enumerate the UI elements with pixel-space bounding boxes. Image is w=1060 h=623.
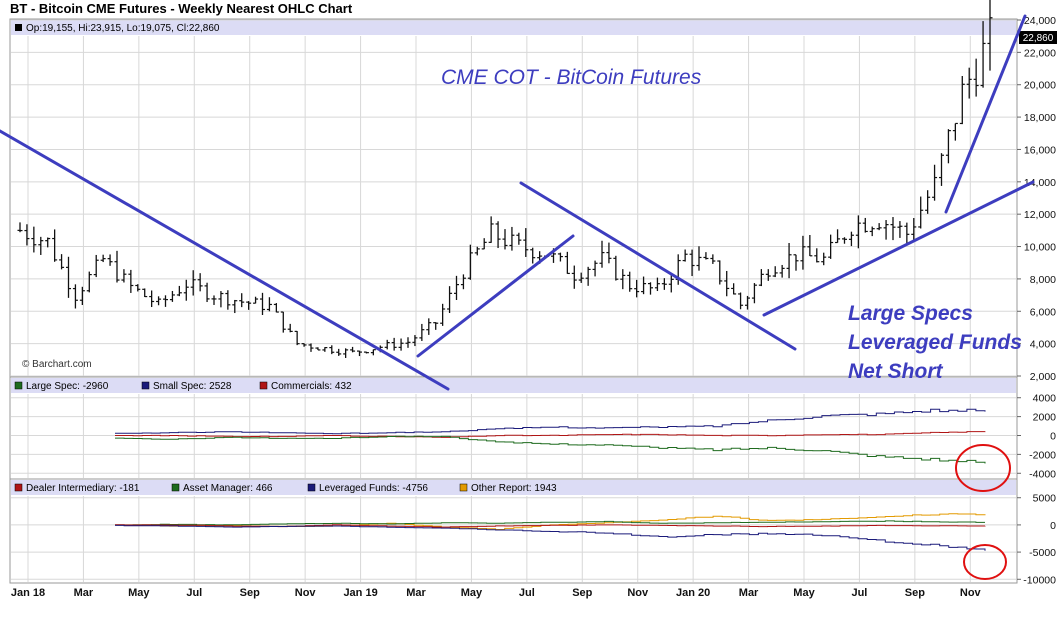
- x-tick-label: Jul: [186, 587, 202, 599]
- tff-panel-frame: [9, 478, 1018, 584]
- cot-tick-label: 0: [1050, 431, 1056, 443]
- price-tick-label: 6,000: [1030, 306, 1056, 318]
- x-tick-label: May: [128, 587, 150, 599]
- dealer-legend: Dealer Intermediary: -181: [26, 483, 140, 494]
- x-tick-label: Mar: [406, 587, 426, 599]
- dealer-swatch: [14, 483, 23, 492]
- price-tick-label: 10,000: [1024, 242, 1056, 254]
- trendline-downtrend-2018: [0, 129, 450, 391]
- tff-legend-bar: [11, 480, 1016, 495]
- price-panel-frame: [9, 18, 1018, 378]
- commercials-line: [115, 431, 986, 438]
- x-tick-label: Mar: [739, 587, 759, 599]
- price-tick-label: 20,000: [1024, 80, 1056, 92]
- tff-tick-label: -5000: [1029, 547, 1056, 559]
- price-legend-bar: [11, 20, 1016, 35]
- price-tick-label: 2,000: [1030, 371, 1056, 383]
- cot-tick-label: 2000: [1033, 412, 1057, 424]
- x-tick-label: Sep: [572, 587, 592, 599]
- leveraged-legend: Leveraged Funds: -4756: [319, 483, 428, 494]
- leveraged-funds-line: [115, 524, 986, 551]
- trendline-uptrend-2020: [762, 180, 1035, 317]
- small-spec-legend: Small Spec: 2528: [153, 381, 232, 392]
- price-tick-label: 16,000: [1024, 144, 1056, 156]
- trendline-uptrend-2019: [416, 234, 575, 358]
- price-y-axis: 24,000 22,000 20,000 18,000 16,000 14,000 12,0…: [1017, 15, 1056, 383]
- last-price-label: 22,860: [1023, 33, 1054, 44]
- price-tick-label: 24,000: [1024, 15, 1056, 27]
- price-tick-label: 18,000: [1024, 112, 1056, 124]
- commercials-swatch: [259, 381, 268, 390]
- price-tick-label: 12,000: [1024, 209, 1056, 221]
- x-tick-label: May: [461, 587, 483, 599]
- other-report-swatch: [459, 483, 468, 492]
- x-tick-label: Jul: [851, 587, 867, 599]
- cot-tick-label: 4000: [1033, 393, 1057, 405]
- ohlc-bars: [17, 0, 993, 358]
- highlight-circle-large-spec: [955, 444, 1011, 492]
- large-spec-line: [115, 435, 986, 464]
- x-tick-label: Jan 20: [676, 587, 710, 599]
- watermark: © Barchart.com: [22, 359, 92, 370]
- x-tick-label: Jul: [519, 587, 535, 599]
- tff-y-axis: 5000 0 -5000 -10000: [1017, 493, 1057, 586]
- cot-tick-label: -4000: [1029, 468, 1056, 480]
- asset-manager-legend: Asset Manager: 466: [183, 483, 273, 494]
- asset-manager-line: [115, 520, 985, 526]
- x-tick-label: Jan 18: [11, 587, 45, 599]
- x-tick-label: May: [793, 587, 815, 599]
- annotation-line-2: Leveraged Funds: [848, 331, 1022, 354]
- large-spec-swatch: [14, 381, 23, 390]
- price-legend: Op:19,155, Hi:23,915, Lo:19,075, Cl:22,8…: [15, 23, 220, 34]
- x-tick-label: Sep: [240, 587, 260, 599]
- x-tick-label: Nov: [295, 587, 317, 599]
- last-price-badge: [1019, 31, 1057, 44]
- x-axis: Jan 18 Mar May Jul Sep Nov Jan 19 Mar May Jul Sep N…: [11, 587, 982, 599]
- price-tick-label: 4,000: [1030, 339, 1056, 351]
- trendline-downtrend-2019: [519, 181, 797, 351]
- price-ohlc-legend: Op:19,155, Hi:23,915, Lo:19,075, Cl:22,8…: [26, 23, 220, 34]
- cot-legend: Large Spec: -2960 Small Spec: 2528 Comme…: [14, 381, 352, 392]
- leveraged-swatch: [307, 483, 316, 492]
- x-tick-label: Nov: [627, 587, 649, 599]
- tff-tick-label: 5000: [1033, 493, 1057, 505]
- x-tick-label: Nov: [960, 587, 982, 599]
- trendline-steep-2020: [944, 14, 1027, 214]
- annotation-line-1: Large Specs: [848, 302, 973, 325]
- annotation-headline: CME COT - BitCoin Futures: [441, 66, 702, 89]
- price-tick-label: 14,000: [1024, 177, 1056, 189]
- cot-tick-label: -2000: [1029, 449, 1056, 461]
- price-tick-label: 8,000: [1030, 274, 1056, 286]
- large-spec-legend: Large Spec: -2960: [26, 381, 109, 392]
- tff-series: [115, 513, 986, 551]
- chart-title: BT - Bitcoin CME Futures - Weekly Neares…: [10, 1, 353, 16]
- asset-manager-swatch: [171, 483, 180, 492]
- small-spec-line: [115, 408, 986, 435]
- x-tick-label: Mar: [74, 587, 94, 599]
- price-tick-label: 22,000: [1024, 47, 1056, 59]
- cot-series: [115, 408, 986, 464]
- annotation-line-3: Net Short: [848, 360, 944, 383]
- highlight-circle-leveraged-funds: [963, 544, 1007, 580]
- other-report-legend: Other Report: 1943: [471, 483, 557, 494]
- small-spec-swatch: [141, 381, 150, 390]
- trend-lines: [0, 14, 1035, 391]
- tff-tick-label: 0: [1050, 520, 1056, 532]
- x-tick-label: Sep: [905, 587, 925, 599]
- x-tick-label: Jan 19: [343, 587, 377, 599]
- tff-tick-label: -10000: [1023, 574, 1056, 586]
- commercials-legend: Commercials: 432: [271, 381, 352, 392]
- price-legend-swatch: [15, 24, 22, 31]
- tff-legend: Dealer Intermediary: -181 Asset Manager:…: [14, 483, 557, 494]
- cot-y-axis: 4000 2000 0 -2000 -4000: [1017, 393, 1057, 480]
